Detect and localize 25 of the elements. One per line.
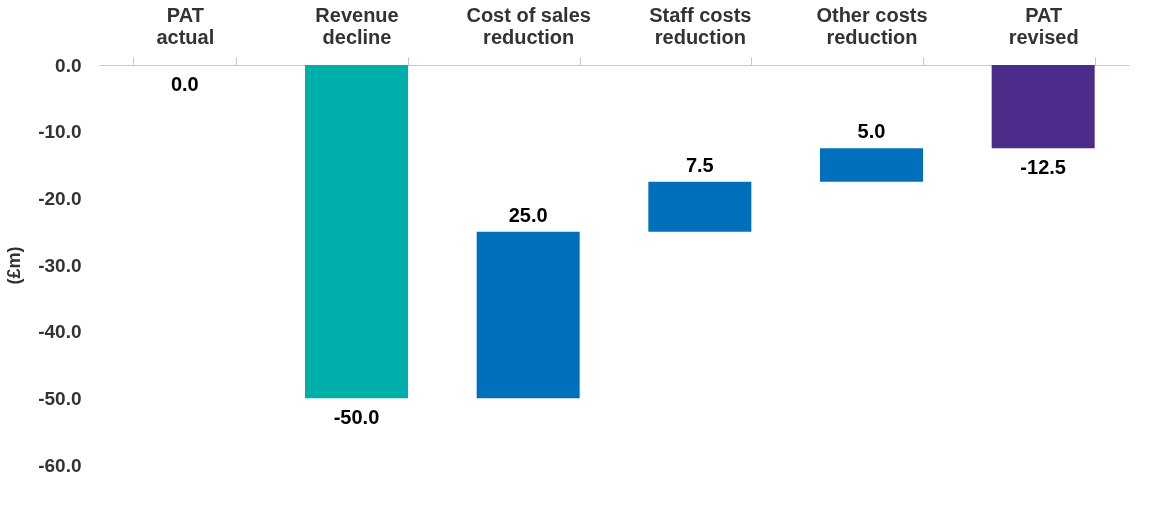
x-tick-label: Staff costs reduction bbox=[649, 3, 752, 48]
y-axis-title: (£m) bbox=[4, 246, 25, 285]
bar bbox=[476, 231, 580, 399]
bar bbox=[820, 148, 923, 182]
y-tick-label: -40.0 bbox=[38, 321, 82, 343]
y-tick-label: 0.0 bbox=[55, 54, 82, 76]
bar bbox=[648, 181, 752, 232]
y-tick-label: -60.0 bbox=[38, 454, 82, 476]
x-tick-label: Other costs reduction bbox=[816, 3, 928, 48]
x-tick-label: Cost of sales reduction bbox=[466, 3, 591, 48]
y-tick-label: -10.0 bbox=[38, 121, 82, 143]
y-tick-label: -30.0 bbox=[38, 254, 82, 276]
data-label: 7.5 bbox=[685, 153, 714, 176]
data-label: 5.0 bbox=[857, 120, 886, 143]
data-label: -12.5 bbox=[1020, 156, 1066, 179]
x-tick-label: PAT revised bbox=[1008, 3, 1079, 48]
data-label: 25.0 bbox=[508, 203, 548, 226]
bar bbox=[991, 65, 1095, 149]
y-tick-label: -50.0 bbox=[38, 387, 82, 409]
x-tick-label: PAT actual bbox=[156, 3, 215, 48]
bar bbox=[305, 65, 408, 399]
x-tick-label: Revenue decline bbox=[315, 3, 399, 48]
y-tick-label: -20.0 bbox=[38, 187, 82, 209]
data-label: -50.0 bbox=[333, 406, 380, 429]
data-label: 0.0 bbox=[170, 73, 199, 95]
